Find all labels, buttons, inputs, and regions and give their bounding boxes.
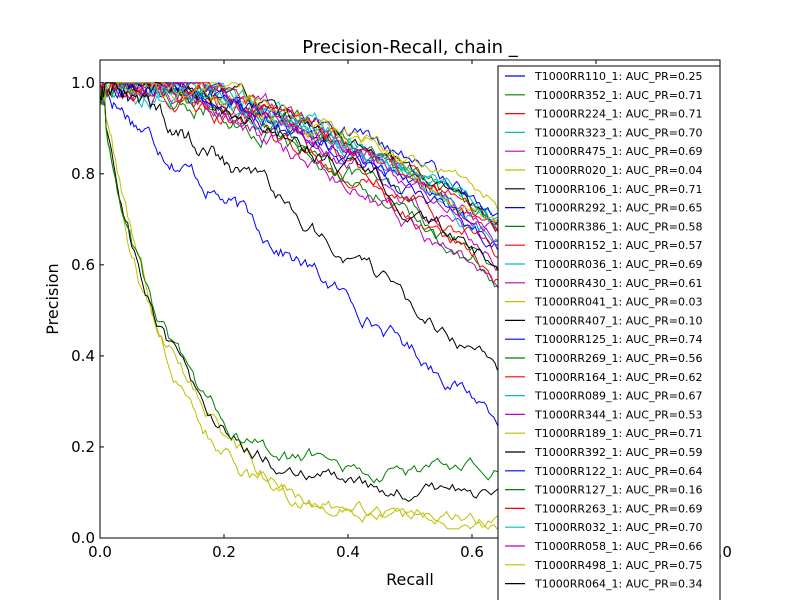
legend-entry: T1000RR064_1: AUC_PR=0.34 — [534, 578, 702, 591]
legend-entry: T1000RR106_1: AUC_PR=0.71 — [534, 183, 702, 196]
legend-entry: T1000RR323_1: AUC_PR=0.70 — [534, 126, 702, 139]
y-tick-label: 0.4 — [71, 347, 95, 365]
x-axis-label: Recall — [386, 570, 434, 589]
legend-entry: T1000RR498_1: AUC_PR=0.75 — [534, 559, 702, 572]
y-tick-label: 0.6 — [71, 256, 95, 274]
legend-entry: T1000RR127_1: AUC_PR=0.16 — [534, 484, 702, 497]
legend-entry: T1000RR263_1: AUC_PR=0.69 — [534, 502, 702, 515]
legend-entry: T1000RR089_1: AUC_PR=0.67 — [534, 390, 702, 403]
legend-entry: T1000RR224_1: AUC_PR=0.71 — [534, 108, 702, 121]
legend-entry: T1000RR110_1: AUC_PR=0.25 — [534, 70, 702, 83]
legend-entry: T1000RR189_1: AUC_PR=0.71 — [534, 427, 702, 440]
legend-box — [497, 65, 721, 600]
x-tick-label: 0.2 — [212, 543, 236, 561]
legend-entry: T1000RR152_1: AUC_PR=0.57 — [534, 239, 702, 252]
x-tick-label: 0.4 — [336, 543, 360, 561]
legend-entry: T1000RR344_1: AUC_PR=0.53 — [534, 408, 702, 421]
y-tick-label: 0.8 — [71, 165, 95, 183]
y-tick-label: 1.0 — [71, 74, 95, 92]
legend-entry: T1000RR164_1: AUC_PR=0.62 — [534, 371, 702, 384]
legend-entry: T1000RR122_1: AUC_PR=0.64 — [534, 465, 702, 478]
legend-entry: T1000RR352_1: AUC_PR=0.71 — [534, 89, 702, 102]
legend-entry: T1000RR430_1: AUC_PR=0.61 — [534, 277, 702, 290]
legend-entry: T1000RR041_1: AUC_PR=0.03 — [534, 296, 702, 309]
legend-entry: T1000RR407_1: AUC_PR=0.10 — [534, 314, 702, 327]
chart-title: Precision-Recall, chain _ — [302, 37, 518, 58]
y-tick-label: 0.2 — [71, 438, 95, 456]
legend-entry: T1000RR392_1: AUC_PR=0.59 — [534, 446, 702, 459]
x-tick-label: 0.6 — [460, 543, 484, 561]
legend-entry: T1000RR020_1: AUC_PR=0.04 — [534, 164, 702, 177]
y-axis-label: Precision — [43, 263, 62, 334]
x-tick-label: 0.0 — [88, 543, 112, 561]
pr-curve-line — [100, 86, 581, 470]
legend-entry: T1000RR292_1: AUC_PR=0.65 — [534, 202, 702, 215]
legend-entry: T1000RR475_1: AUC_PR=0.69 — [534, 145, 702, 158]
legend-entry: T1000RR032_1: AUC_PR=0.70 — [534, 521, 702, 534]
legend: T1000RR110_1: AUC_PR=0.25 T1000RR352_1: A… — [497, 65, 721, 600]
legend-entry: T1000RR036_1: AUC_PR=0.69 — [534, 258, 702, 271]
legend-entry: T1000RR058_1: AUC_PR=0.66 — [534, 540, 702, 553]
legend-entry: T1000RR125_1: AUC_PR=0.74 — [534, 333, 702, 346]
legend-entry: T1000RR386_1: AUC_PR=0.58 — [534, 220, 702, 233]
legend-entry: T1000RR269_1: AUC_PR=0.56 — [534, 352, 702, 365]
y-tick-label: 0.0 — [71, 529, 95, 547]
